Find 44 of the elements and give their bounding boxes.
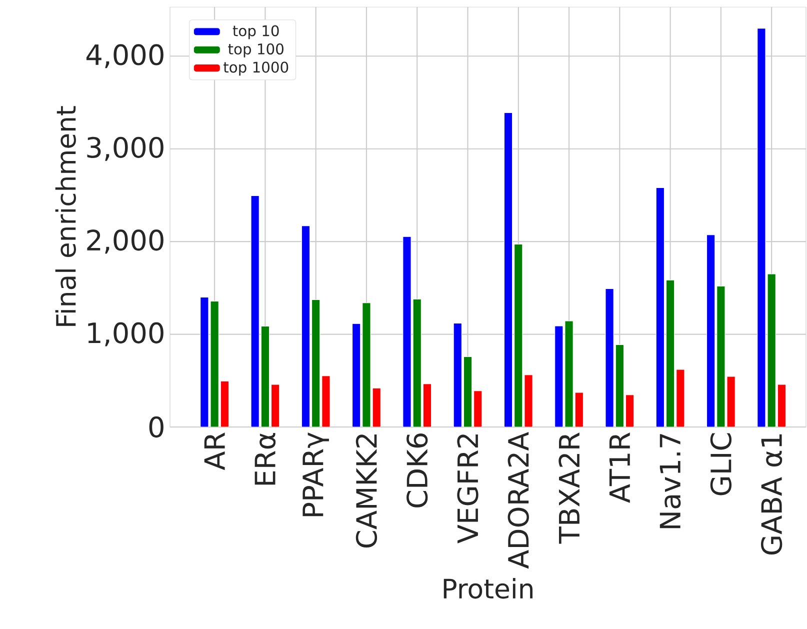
legend-label: top 10	[232, 25, 279, 40]
x-tick-label: AT1R	[609, 432, 630, 503]
y-tick-label: 2,000	[87, 230, 164, 254]
bar	[352, 323, 361, 427]
x-tick-label: Nav1.7	[660, 434, 681, 528]
legend-label: top 100	[228, 43, 284, 58]
x-tick-label: VEGFR2	[457, 434, 478, 544]
bar	[656, 187, 664, 427]
y-axis-title: Final enrichment	[55, 106, 76, 326]
bar	[220, 380, 230, 427]
bar	[372, 388, 381, 427]
y-tick-label: 3,000	[87, 136, 164, 161]
bar	[271, 384, 280, 427]
bar	[605, 288, 614, 427]
x-tick-label: AR	[204, 432, 225, 470]
x-tick-label: PPARγ	[302, 432, 329, 516]
x-tick-label: ADORA2A	[508, 432, 529, 569]
bar	[676, 369, 685, 427]
bar	[474, 390, 482, 427]
bar	[453, 322, 462, 427]
x-tick-label: TBXA2R	[558, 432, 580, 544]
x-tick-label: CAMKK2	[356, 434, 378, 548]
y-tick-label: 4,000	[86, 44, 164, 68]
bar	[554, 326, 564, 427]
legend-label: top 1000	[224, 62, 288, 76]
bar	[574, 392, 584, 427]
y-tick-label: 0	[149, 416, 164, 438]
x-tick-label: ERα	[254, 433, 276, 485]
bar	[322, 376, 330, 427]
bar	[706, 234, 716, 427]
bar	[250, 195, 260, 427]
bar	[422, 384, 432, 427]
bar	[726, 376, 736, 427]
bar	[625, 394, 634, 427]
x-tick-label: GABA α1	[760, 434, 782, 555]
bar	[200, 296, 209, 427]
x-tick-label: GLIC	[710, 433, 732, 496]
x-tick-label: CDK6	[406, 433, 428, 508]
bar	[777, 384, 786, 427]
y-tick-label: 1,000	[88, 322, 164, 346]
bar	[504, 112, 513, 427]
x-axis-title: Protein	[444, 578, 532, 599]
bar	[757, 28, 766, 427]
bar	[301, 226, 310, 427]
